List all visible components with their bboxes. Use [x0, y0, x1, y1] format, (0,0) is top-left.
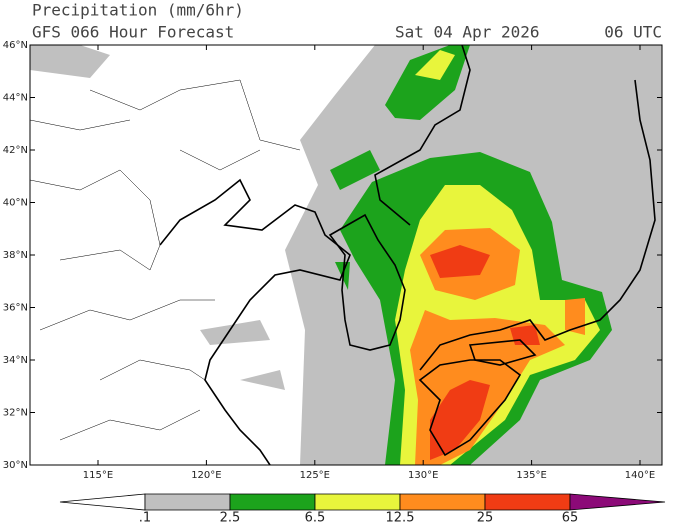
ticks: 46°N 44°N 42°N 40°N 38°N 36°N 34°N 32°N 30°N 115°… — [3, 40, 662, 481]
lat-label: 44°N — [3, 93, 28, 104]
lon-label: 125°E — [300, 470, 330, 481]
colorbar-label: .1 — [139, 511, 151, 525]
colorbar-swatch — [569, 493, 666, 511]
borders — [30, 79, 301, 441]
colorbar-swatch — [399, 493, 486, 511]
time: 06 UTC — [604, 23, 662, 42]
lat-label: 46°N — [3, 40, 28, 51]
colorbar-swatch — [314, 493, 401, 511]
lon-label: 140°E — [625, 470, 655, 481]
map-area — [30, 45, 662, 465]
lat-label: 42°N — [3, 145, 28, 156]
lat-label: 36°N — [3, 303, 28, 314]
lat-label: 30°N — [3, 460, 28, 471]
coastlines — [159, 45, 656, 465]
precip-intense — [430, 245, 540, 460]
lon-label: 130°E — [408, 470, 438, 481]
lat-label: 32°N — [3, 408, 28, 419]
colorbar-swatch — [59, 493, 146, 511]
lon-label: 120°E — [191, 470, 221, 481]
colorbar-swatch — [144, 493, 231, 511]
date: Sat 04 Apr 2026 — [395, 23, 540, 42]
colorbar-label: 65 — [562, 511, 579, 525]
lat-label: 34°N — [3, 355, 28, 366]
title: Precipitation (mm/6hr) — [32, 1, 244, 20]
colorbar-label: 2.5 — [220, 511, 241, 525]
lat-label: 40°N — [3, 198, 28, 209]
precip-light — [30, 45, 662, 465]
colorbar-swatch — [229, 493, 316, 511]
lat-label: 38°N — [3, 250, 28, 261]
colorbar-label: 25 — [477, 511, 494, 525]
colorbar-label: 6.5 — [305, 511, 326, 525]
colorbar-swatch — [484, 493, 571, 511]
subtitle: GFS 066 Hour Forecast — [32, 23, 234, 42]
lon-label: 135°E — [516, 470, 546, 481]
colorbar-label: 12.5 — [386, 511, 415, 525]
colorbar: .1 2.5 6.5 12.5 25 65 — [59, 493, 666, 525]
lon-label: 115°E — [83, 470, 113, 481]
